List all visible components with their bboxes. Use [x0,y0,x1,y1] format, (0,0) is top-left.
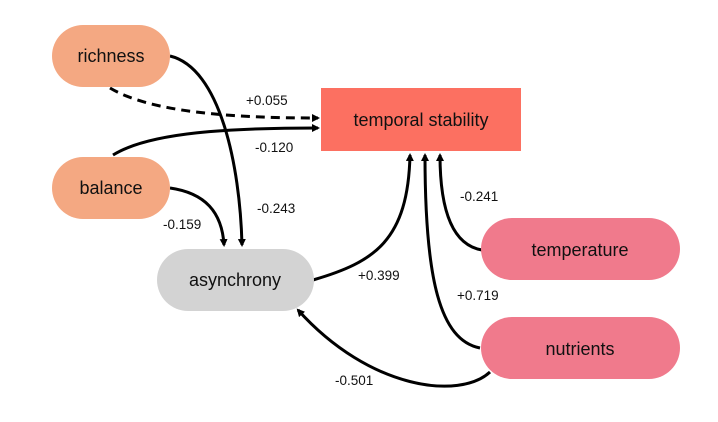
edge-label-richness-asynchrony: -0.243 [257,201,295,216]
node-temperature-label: temperature [531,240,628,260]
edge-labels: +0.055 -0.120 -0.243 -0.159 +0.399 -0.24… [163,93,499,388]
edge-label-balance-stability: -0.120 [255,140,293,155]
node-temporal-stability-shape [321,88,521,151]
edge-balance-asynchrony [169,186,228,247]
edge-label-temperature-stability: -0.241 [460,189,498,204]
node-richness-shape [52,25,170,87]
node-asynchrony-label: asynchrony [189,270,281,290]
node-asynchrony-shape [157,249,314,311]
edge-label-nutrients-stability: +0.719 [457,288,499,303]
node-richness-label: richness [77,46,144,66]
node-temporal-stability-label: temporal stability [353,110,488,130]
node-nutrients: nutrients [481,317,680,379]
node-balance: balance [52,157,170,219]
edge-richness-asynchrony [169,54,246,247]
edge-asynchrony-stability [312,153,414,282]
node-temperature-shape [481,218,680,280]
node-temperature: temperature [481,218,680,280]
edge-label-richness-stability: +0.055 [246,93,288,108]
edge-label-asynchrony-stability: +0.399 [358,268,400,283]
edge-nutrients-stability [421,153,481,350]
node-nutrients-shape [481,317,680,379]
edge-temperature-stability [436,153,483,252]
node-temporal-stability: temporal stability [321,88,521,151]
nodes: richness balance asynchrony temporal sta… [52,25,680,379]
node-balance-shape [52,157,170,219]
node-asynchrony: asynchrony [157,249,314,311]
edges [109,54,492,388]
node-nutrients-label: nutrients [545,339,614,359]
edge-balance-stability [112,124,320,157]
node-balance-label: balance [79,178,142,198]
edge-label-balance-asynchrony: -0.159 [163,217,201,232]
edge-richness-stability [109,86,320,122]
edge-label-nutrients-asynchrony: -0.501 [335,373,373,388]
edge-nutrients-asynchrony [296,308,492,388]
node-richness: richness [52,25,170,87]
